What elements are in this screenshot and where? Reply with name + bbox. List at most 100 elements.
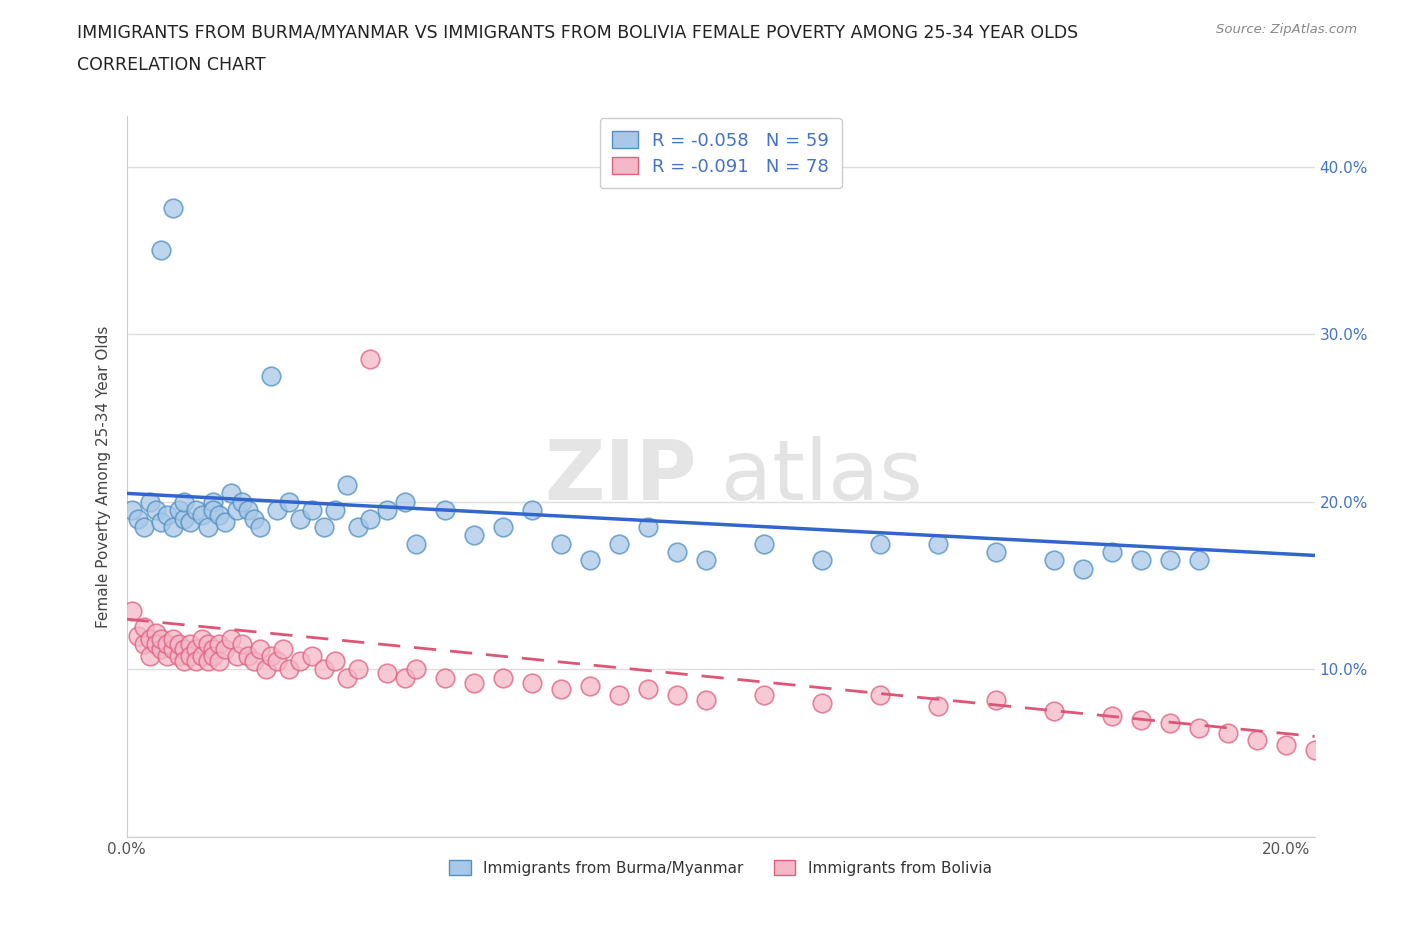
Point <box>156 508 179 523</box>
Point <box>162 520 184 535</box>
Point <box>208 508 231 523</box>
Point <box>1129 553 1152 568</box>
Point <box>249 642 271 657</box>
Point <box>375 665 398 680</box>
Point <box>336 671 359 685</box>
Point <box>927 537 949 551</box>
Text: Source: ZipAtlas.com: Source: ZipAtlas.com <box>1216 23 1357 36</box>
Point <box>394 671 416 685</box>
Point <box>522 675 544 690</box>
Point <box>1071 562 1094 577</box>
Point <box>132 520 155 535</box>
Point <box>752 687 775 702</box>
Point <box>492 671 515 685</box>
Point <box>1101 545 1123 560</box>
Point <box>219 486 242 501</box>
Point <box>202 648 225 663</box>
Point <box>202 642 225 657</box>
Point <box>138 648 160 663</box>
Point <box>208 637 231 652</box>
Point <box>869 687 891 702</box>
Point <box>243 654 266 669</box>
Point <box>290 512 312 526</box>
Point <box>434 671 457 685</box>
Point <box>191 508 214 523</box>
Point <box>323 503 346 518</box>
Point <box>254 662 277 677</box>
Point <box>184 642 207 657</box>
Point <box>752 537 775 551</box>
Point <box>173 654 195 669</box>
Point <box>167 637 190 652</box>
Point <box>312 662 335 677</box>
Point <box>214 642 236 657</box>
Point <box>156 637 179 652</box>
Point <box>522 503 544 518</box>
Point <box>492 520 515 535</box>
Point <box>138 495 160 510</box>
Point <box>173 642 195 657</box>
Point <box>162 631 184 646</box>
Point <box>359 512 381 526</box>
Point <box>231 637 253 652</box>
Point <box>162 642 184 657</box>
Point <box>434 503 457 518</box>
Text: CORRELATION CHART: CORRELATION CHART <box>77 56 266 73</box>
Point <box>811 696 834 711</box>
Point <box>238 503 260 518</box>
Point <box>579 553 602 568</box>
Point <box>260 368 283 383</box>
Point <box>1043 704 1066 719</box>
Point <box>127 629 149 644</box>
Point <box>1188 553 1211 568</box>
Point <box>375 503 398 518</box>
Point <box>238 648 260 663</box>
Point <box>927 698 949 713</box>
Point <box>150 631 173 646</box>
Point <box>347 662 370 677</box>
Point <box>277 495 299 510</box>
Point <box>191 631 214 646</box>
Point <box>150 514 173 529</box>
Point <box>145 637 167 652</box>
Point <box>405 662 427 677</box>
Point <box>1159 553 1181 568</box>
Point <box>463 675 485 690</box>
Point <box>167 503 190 518</box>
Point <box>150 642 173 657</box>
Point <box>197 520 219 535</box>
Text: ZIP: ZIP <box>544 436 697 517</box>
Point <box>138 631 160 646</box>
Point <box>266 654 288 669</box>
Point <box>1361 749 1384 764</box>
Text: atlas: atlas <box>721 436 922 517</box>
Point <box>173 512 195 526</box>
Point <box>214 514 236 529</box>
Point <box>695 692 717 707</box>
Point <box>347 520 370 535</box>
Point <box>266 503 288 518</box>
Point <box>121 604 143 618</box>
Point <box>984 692 1007 707</box>
Point <box>550 682 572 697</box>
Point <box>167 648 190 663</box>
Point <box>637 682 659 697</box>
Point <box>173 495 195 510</box>
Point <box>260 648 283 663</box>
Point <box>1246 732 1268 747</box>
Point <box>312 520 335 535</box>
Point <box>984 545 1007 560</box>
Point <box>132 637 155 652</box>
Point <box>323 654 346 669</box>
Point <box>607 537 630 551</box>
Point <box>179 514 201 529</box>
Point <box>132 620 155 635</box>
Legend: Immigrants from Burma/Myanmar, Immigrants from Bolivia: Immigrants from Burma/Myanmar, Immigrant… <box>441 853 1000 884</box>
Point <box>1216 725 1239 740</box>
Point <box>405 537 427 551</box>
Point <box>225 503 247 518</box>
Point <box>191 648 214 663</box>
Point <box>162 201 184 216</box>
Point <box>1188 721 1211 736</box>
Point <box>231 495 253 510</box>
